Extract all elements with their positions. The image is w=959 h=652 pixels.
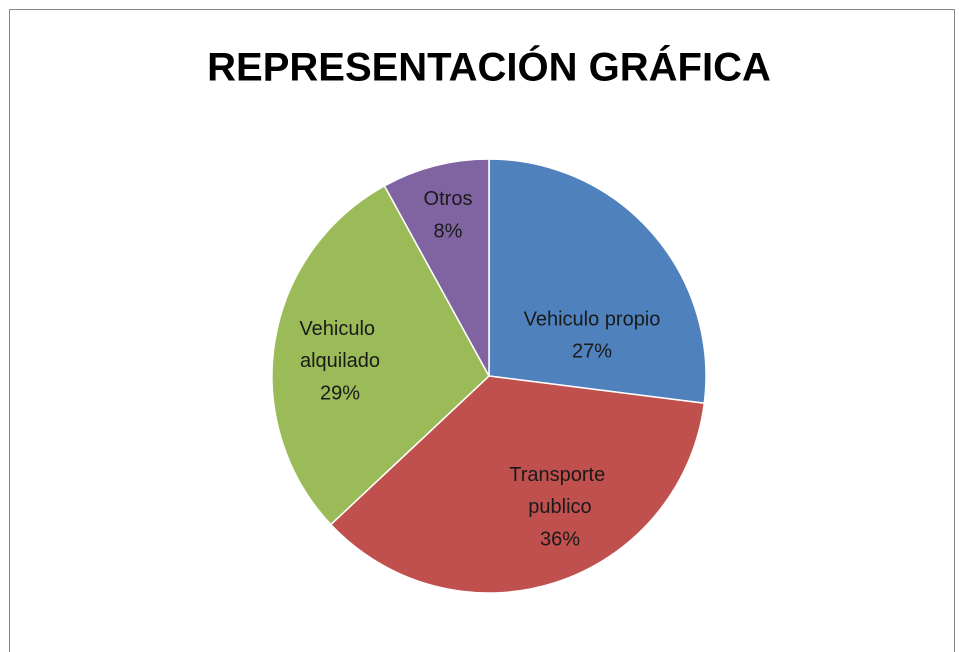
slice-label: Otros — [424, 188, 473, 210]
slice-label: Vehiculo propio — [524, 308, 661, 330]
pie-slice — [488, 158, 707, 405]
chart-title: REPRESENTACIÓN GRÁFICA — [207, 44, 771, 90]
slice-label: Transporte publico — [509, 464, 611, 518]
value-label: 8% — [434, 220, 463, 242]
value-label: 29% — [320, 382, 360, 404]
value-label: 36% — [540, 528, 580, 550]
pie-slice — [329, 375, 706, 594]
value-label: 27% — [572, 340, 612, 362]
pie-slice — [271, 184, 490, 526]
slice-label: Vehiculo alquilado — [299, 318, 380, 372]
pie-slice — [383, 158, 490, 377]
